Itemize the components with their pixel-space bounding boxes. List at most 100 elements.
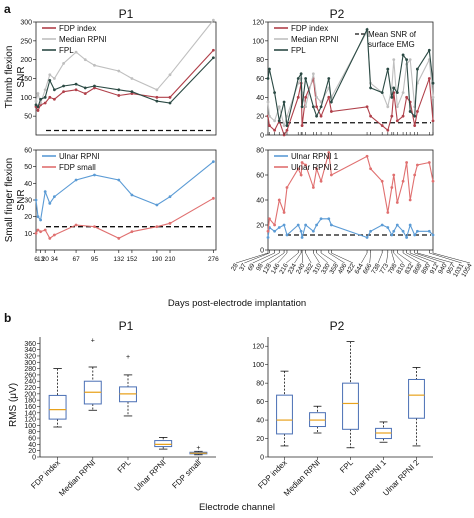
p2-thumb-data-point: [329, 110, 333, 113]
p2-rms-ytick-label: 60: [256, 399, 264, 406]
p2-rms-box: [408, 378, 425, 419]
p2-small-data-point: [319, 179, 323, 183]
p2-small-data-point: [315, 223, 318, 227]
p2-small-xtick-label: 216: [278, 262, 290, 275]
p1-rms-category-label: FDP index: [29, 458, 62, 491]
p2-thumb-data-point: [386, 105, 390, 109]
p2-thumb-data-point: [277, 105, 281, 109]
p2-thumb-data-point: [266, 100, 270, 104]
p2-small-xtick-label: 128: [262, 262, 274, 275]
p2-thumb-data-point: [277, 119, 281, 123]
p2-small-xtick-leader: [305, 252, 312, 264]
p2-small-data-point: [392, 229, 396, 233]
p2-small-xtick-label: 940: [437, 262, 449, 275]
p2-small-data-point: [285, 186, 289, 189]
p1-small-xtick-label: 132: [113, 256, 124, 263]
p2-small-data-point: [365, 236, 369, 239]
p1-rms-ytick-label: 220: [24, 385, 36, 392]
p1-small-data-point: [36, 215, 40, 219]
p2-small-data-point: [315, 167, 318, 171]
title-p1-bottom: P1: [119, 319, 134, 333]
p2-small-xtick-leader: [294, 252, 302, 264]
p1-rms-ytick-label: 340: [24, 347, 36, 354]
p1-thumb-data-point: [117, 94, 121, 97]
p2-small-xtick-label: 890: [420, 262, 432, 275]
p2-small-data-point: [405, 161, 409, 164]
p1-rms-ytick-label: 40: [28, 442, 36, 449]
p1-thumb-data-point: [52, 77, 56, 80]
p2-small-xtick-leader: [432, 252, 471, 264]
p1-small-data-point: [168, 195, 172, 199]
p1-small-data-point: [93, 225, 96, 229]
p1-small-series-line: [35, 197, 214, 240]
p2-thumb-data-point: [380, 91, 384, 95]
p1-thumb-data-point: [74, 88, 78, 92]
p1-thumb-data-point: [62, 62, 65, 65]
title-p1-top: P1: [119, 7, 134, 21]
p2-small-xtick-label: 773: [379, 262, 391, 275]
p2-thumb-data-point: [390, 114, 394, 118]
p2-thumb-data-point: [395, 119, 399, 123]
p1-thumb-data-point: [155, 99, 159, 103]
p2-thumb-data-point: [319, 114, 323, 118]
p2-small-xtick-leader: [361, 252, 368, 264]
p1-small-data-point: [74, 178, 78, 182]
p2-thumb-data-point: [268, 124, 271, 127]
p2-thumb-data-point: [300, 124, 304, 127]
p2-small-data-point: [266, 229, 270, 233]
p2-small-legend-label: Ulnar RPNI 2: [291, 163, 339, 172]
rms-y-label: RMS (μV): [8, 383, 19, 427]
p2-small-data-point: [386, 211, 390, 214]
p2-small-data-point: [296, 223, 300, 227]
p1-rms-ytick-label: 80: [28, 429, 36, 436]
p2-thumb-data-point: [285, 128, 289, 132]
p2-thumb-data-point: [413, 124, 417, 127]
p1-small-xtick-label: 13: [37, 256, 45, 263]
p1-small-data-point: [48, 201, 52, 205]
p2-small-data-point: [285, 233, 289, 237]
p1-rms-box: [48, 394, 67, 420]
p2-small-data-point: [327, 217, 331, 221]
p2-rms-box: [276, 394, 293, 435]
panel-label-a: a: [4, 2, 11, 16]
p1-small-data-point: [130, 193, 134, 197]
p1-small-data-point: [93, 173, 96, 177]
p2-thumb-data-point: [395, 91, 399, 95]
p2-small-data-point: [311, 186, 315, 189]
channel-x-label: Electrode channel: [199, 502, 275, 513]
p2-thumb-ytick-label: 0: [260, 133, 264, 140]
p1-small-ytick-label: 60: [24, 148, 32, 155]
p1-rms-ytick-label: 60: [28, 436, 36, 443]
p2-thumb-data-point: [416, 110, 419, 113]
p1-rms-ytick-label: 0: [32, 455, 36, 462]
p2-rms-ytick-label: 0: [260, 455, 264, 462]
p2-small-ytick-label: 80: [256, 148, 264, 155]
p2-small-xtick-leader: [252, 252, 275, 264]
p2-thumb-data-point: [405, 58, 409, 62]
p2-thumb-legend-label: FDP index: [291, 24, 328, 33]
p1-thumb-chart: 50 100 150 200 250 300 FDP index Median RPNI FPL: [20, 18, 217, 136]
p2-small-data-point: [427, 229, 431, 233]
p2-small-data-point: [405, 236, 409, 239]
p2-thumb-data-point: [405, 95, 409, 99]
p2-thumb-data-point: [408, 110, 412, 113]
p2-small-xtick-leader: [417, 252, 454, 264]
p2-thumb-legend-label: FPL: [291, 46, 306, 55]
p2-small-xtick-label: 262: [303, 262, 315, 275]
p1-rms-ytick-label: 20: [28, 448, 36, 455]
p2-small-data-point: [395, 223, 399, 227]
p1-thumb-data-point: [130, 77, 134, 80]
p2-thumb-data-point: [296, 95, 300, 99]
p1-thumb-data-point: [83, 58, 87, 62]
p2-small-data-point: [273, 223, 276, 227]
p2-rms-category-label: FPL: [338, 458, 355, 475]
p2-rms-category-label: Ulnar RPNI 2: [381, 458, 421, 498]
p1-small-data-point: [130, 230, 134, 234]
p2-small-xtick-leader: [301, 252, 304, 264]
p2-small-xtick-label: 234: [287, 262, 299, 275]
p2-thumb-data-point: [266, 77, 270, 80]
p2-small-data-point: [300, 236, 304, 239]
p1-thumb-data-point: [74, 50, 78, 54]
panel-label-b: b: [4, 311, 11, 325]
p1-thumb-data-point: [43, 95, 47, 99]
